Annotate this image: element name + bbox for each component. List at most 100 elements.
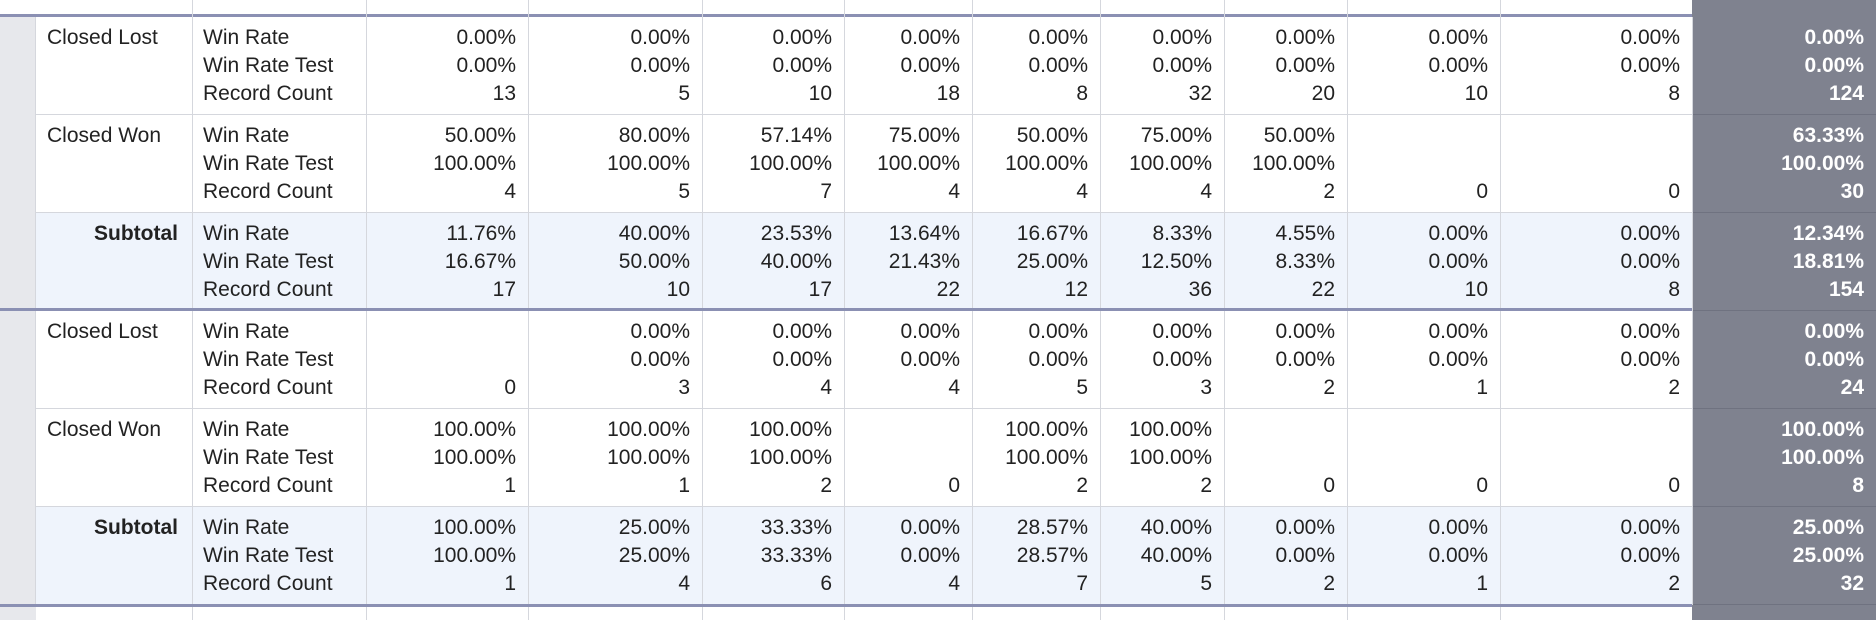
cell-value: 2 xyxy=(820,474,832,497)
group-border xyxy=(0,308,1692,311)
column-divider xyxy=(1500,311,1501,409)
cell-value: 40.00% xyxy=(1140,516,1212,539)
cell-value: 10 xyxy=(808,82,832,105)
cell-value: 23.53% xyxy=(760,222,832,245)
stage-label: Closed Won xyxy=(47,124,162,147)
cell-value: 28.57% xyxy=(1016,544,1088,567)
column-divider xyxy=(1100,607,1101,620)
stage-label: Closed Won xyxy=(47,418,162,441)
metric-label: Win Rate xyxy=(203,26,290,49)
cell-value: 5 xyxy=(678,82,690,105)
total-value: 32 xyxy=(1840,572,1864,595)
cell-value: 25.00% xyxy=(618,516,690,539)
total-value: 100.00% xyxy=(1781,152,1864,175)
column-divider xyxy=(972,115,973,213)
column-divider xyxy=(1347,213,1348,311)
cell-value: 0.00% xyxy=(900,320,960,343)
column-divider xyxy=(844,507,845,605)
column-divider xyxy=(366,0,367,17)
metric-label: Win Rate Test xyxy=(203,544,334,567)
column-divider xyxy=(366,409,367,507)
column-divider xyxy=(366,17,367,115)
cell-value: 0.00% xyxy=(1428,320,1488,343)
column-divider xyxy=(1100,507,1101,605)
column-divider xyxy=(192,115,193,213)
column-divider xyxy=(1347,311,1348,409)
metric-label: Win Rate Test xyxy=(203,446,334,469)
cell-value: 10 xyxy=(1464,278,1488,301)
column-divider xyxy=(1692,409,1693,507)
cell-value: 4 xyxy=(948,180,960,203)
cell-value: 1 xyxy=(1476,572,1488,595)
cell-value: 100.00% xyxy=(1129,446,1212,469)
cell-value: 2 xyxy=(1076,474,1088,497)
cell-value: 10 xyxy=(666,278,690,301)
cell-value: 12.50% xyxy=(1140,250,1212,273)
data-row xyxy=(0,17,1876,115)
column-divider xyxy=(192,213,193,311)
column-divider xyxy=(702,607,703,620)
stage-label: Closed Lost xyxy=(47,320,158,343)
column-divider xyxy=(1100,115,1101,213)
cell-value: 18 xyxy=(936,82,960,105)
cell-value: 2 xyxy=(1323,572,1335,595)
cell-value: 0.00% xyxy=(1620,250,1680,273)
row-gutter xyxy=(0,213,36,311)
row-strip xyxy=(0,0,1876,17)
column-divider xyxy=(1692,507,1693,605)
cell-value: 36 xyxy=(1188,278,1212,301)
group-border xyxy=(0,14,1692,17)
cell-value: 0.00% xyxy=(1428,516,1488,539)
total-cell xyxy=(1692,17,1876,115)
cell-value: 80.00% xyxy=(618,124,690,147)
column-divider xyxy=(1224,0,1225,17)
cell-value: 2 xyxy=(1668,376,1680,399)
column-divider xyxy=(702,311,703,409)
column-divider xyxy=(192,507,193,605)
cell-value: 100.00% xyxy=(433,516,516,539)
cell-value: 0.00% xyxy=(1428,54,1488,77)
total-strip xyxy=(1692,0,1876,17)
column-divider xyxy=(702,17,703,115)
column-divider xyxy=(972,507,973,605)
metric-label: Win Rate Test xyxy=(203,54,334,77)
cell-value: 0.00% xyxy=(1428,544,1488,567)
column-divider xyxy=(1692,213,1693,311)
cell-value: 0.00% xyxy=(1275,320,1335,343)
metric-label: Record Count xyxy=(203,572,333,595)
column-divider xyxy=(366,607,367,620)
column-divider xyxy=(1500,507,1501,605)
total-cell xyxy=(1692,311,1876,409)
cell-value: 5 xyxy=(1076,376,1088,399)
row-gutter xyxy=(0,607,36,620)
cell-value: 50.00% xyxy=(1263,124,1335,147)
total-cell xyxy=(1692,507,1876,605)
cell-value: 57.14% xyxy=(760,124,832,147)
column-divider xyxy=(1100,17,1101,115)
column-divider xyxy=(844,0,845,17)
column-divider xyxy=(1100,0,1101,17)
cell-value: 0.00% xyxy=(1620,516,1680,539)
column-divider xyxy=(528,409,529,507)
cell-value: 50.00% xyxy=(618,250,690,273)
column-divider xyxy=(844,17,845,115)
cell-value: 1 xyxy=(504,474,516,497)
cell-value: 1 xyxy=(504,572,516,595)
cell-value: 5 xyxy=(1200,572,1212,595)
column-divider xyxy=(528,0,529,17)
stage-label: Closed Lost xyxy=(47,26,158,49)
column-divider xyxy=(972,311,973,409)
total-value: 124 xyxy=(1828,82,1864,105)
cell-value: 0.00% xyxy=(1620,26,1680,49)
cell-value: 100.00% xyxy=(433,446,516,469)
cell-value: 0 xyxy=(1476,474,1488,497)
cell-value: 8 xyxy=(1668,82,1680,105)
total-cell xyxy=(1692,115,1876,213)
total-value: 0.00% xyxy=(1804,54,1864,77)
cell-value: 0.00% xyxy=(1428,348,1488,371)
cell-value: 17 xyxy=(492,278,516,301)
total-value: 0.00% xyxy=(1804,320,1864,343)
cell-value: 25.00% xyxy=(618,544,690,567)
data-row xyxy=(0,311,1876,409)
metric-label: Win Rate xyxy=(203,124,290,147)
